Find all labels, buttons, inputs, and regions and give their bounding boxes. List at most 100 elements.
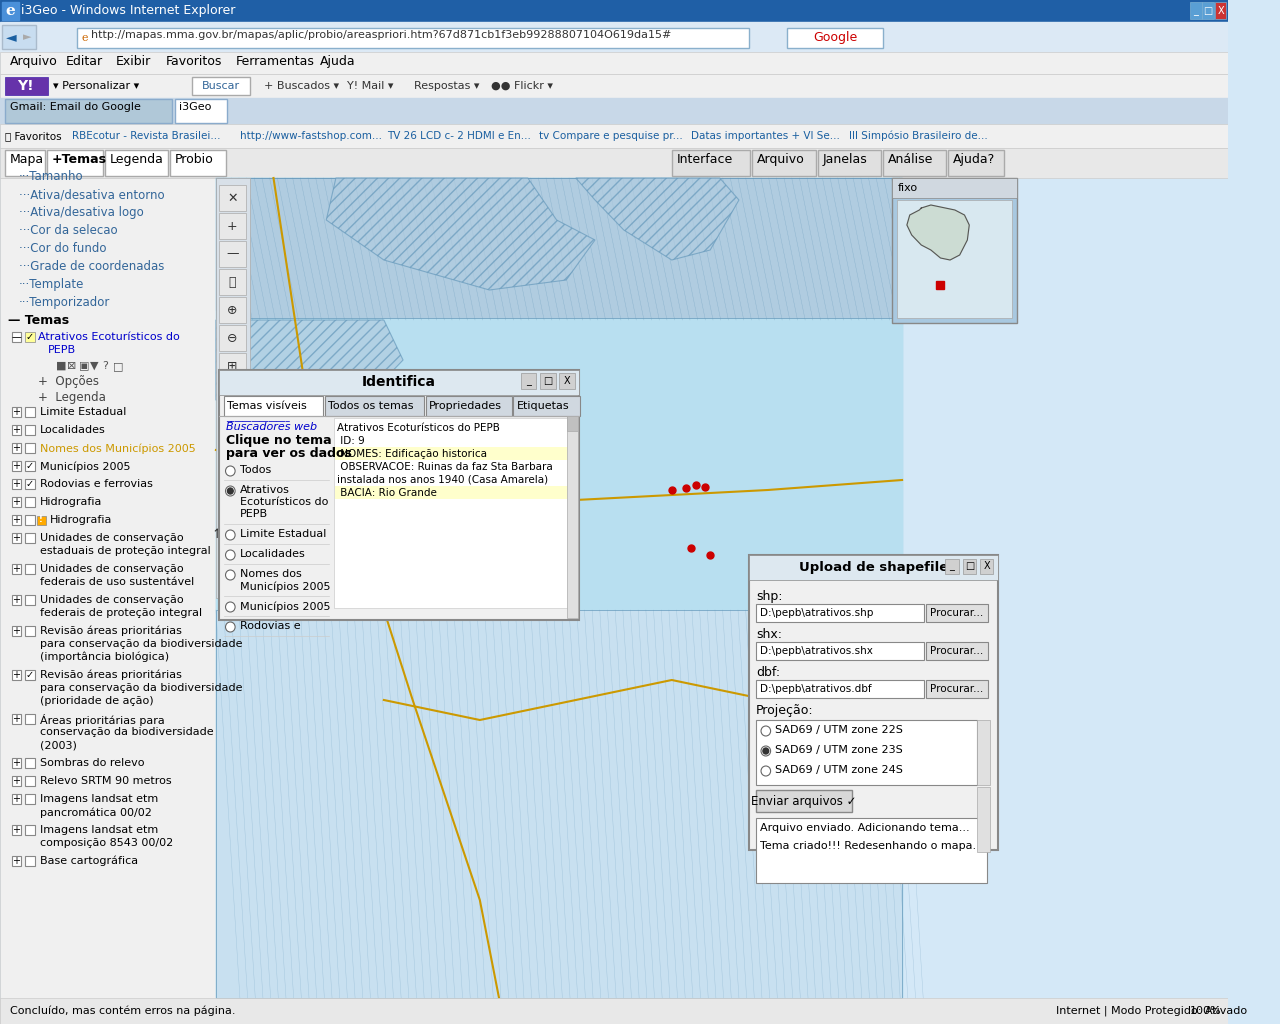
Text: i3Geo - Windows Internet Explorer: i3Geo - Windows Internet Explorer: [20, 4, 236, 17]
Text: ···Template: ···Template: [19, 278, 84, 291]
Bar: [892, 178, 1018, 323]
Text: +: +: [13, 856, 20, 866]
Bar: [24, 479, 35, 489]
Text: Hidrografia: Hidrografia: [50, 515, 113, 525]
Bar: [24, 564, 35, 574]
Text: shx:: shx:: [756, 628, 782, 641]
Text: +: +: [13, 443, 20, 453]
Bar: [12, 407, 20, 417]
Bar: [24, 443, 35, 453]
Bar: [219, 185, 246, 211]
Circle shape: [762, 726, 771, 736]
Bar: [219, 409, 246, 435]
Text: PEPB: PEPB: [239, 509, 268, 519]
Bar: [0, 998, 1229, 1024]
Bar: [12, 670, 20, 680]
Bar: [24, 776, 35, 786]
Bar: [0, 0, 1229, 22]
Polygon shape: [216, 178, 902, 310]
Bar: [756, 790, 852, 812]
Bar: [47, 150, 102, 176]
Text: Arquivo: Arquivo: [9, 55, 58, 68]
Text: Municípios 2005: Municípios 2005: [40, 461, 131, 471]
Bar: [216, 178, 902, 318]
Text: 🔍: 🔍: [229, 443, 236, 457]
Bar: [1, 25, 36, 49]
Bar: [749, 555, 998, 850]
Bar: [24, 595, 35, 605]
Bar: [24, 332, 35, 342]
Text: e: e: [82, 33, 88, 43]
Bar: [12, 461, 20, 471]
Bar: [12, 515, 20, 525]
Text: Áreas prioritárias para: Áreas prioritárias para: [40, 714, 165, 726]
Bar: [787, 28, 883, 48]
Text: — Temas: — Temas: [8, 314, 69, 327]
Text: Procurar...: Procurar...: [931, 646, 983, 656]
Bar: [12, 714, 20, 724]
Bar: [24, 461, 35, 471]
Text: X: X: [564, 376, 571, 386]
Bar: [0, 178, 216, 1024]
Text: ✓: ✓: [26, 461, 33, 471]
Text: Projeção:: Projeção:: [756, 705, 814, 717]
Text: Imagens landsat etm: Imagens landsat etm: [40, 794, 159, 804]
Text: SAD69 / UTM zone 23S: SAD69 / UTM zone 23S: [776, 745, 904, 755]
Text: +: +: [13, 461, 20, 471]
Text: para conservação da biodiversidade: para conservação da biodiversidade: [40, 683, 243, 693]
Text: instalada nos anos 1940 (Casa Amarela): instalada nos anos 1940 (Casa Amarela): [337, 475, 548, 485]
Bar: [219, 381, 246, 407]
Bar: [105, 150, 168, 176]
Bar: [948, 150, 1004, 176]
Text: Relevo SRTM 90 metros: Relevo SRTM 90 metros: [40, 776, 172, 786]
Bar: [883, 150, 946, 176]
Text: ●● Flickr ▾: ●● Flickr ▾: [492, 81, 553, 91]
Bar: [1215, 2, 1226, 19]
Bar: [1190, 2, 1202, 19]
Text: conservação da biodiversidade: conservação da biodiversidade: [40, 727, 214, 737]
Bar: [219, 465, 246, 490]
Text: ⟳: ⟳: [227, 500, 238, 512]
Text: Respostas ▾: Respostas ▾: [413, 81, 479, 91]
Bar: [756, 680, 924, 698]
Bar: [425, 396, 512, 416]
Bar: [963, 559, 975, 574]
Text: Enviar arquivos ✓: Enviar arquivos ✓: [751, 795, 856, 808]
Text: tv Compare e pesquise pr...: tv Compare e pesquise pr...: [539, 131, 684, 141]
Bar: [219, 241, 246, 267]
Text: Procurar...: Procurar...: [931, 608, 983, 618]
Text: ✓: ✓: [26, 332, 33, 342]
Text: +: +: [13, 670, 20, 680]
Bar: [540, 373, 556, 389]
Text: Clique no tema: Clique no tema: [227, 434, 332, 447]
Text: ⊟: ⊟: [227, 387, 238, 400]
Bar: [219, 269, 246, 295]
Bar: [216, 178, 902, 998]
Text: ···Temporizador: ···Temporizador: [19, 296, 110, 309]
Bar: [559, 373, 575, 389]
Text: Concluído, mas contém erros na página.: Concluído, mas contém erros na página.: [9, 1006, 236, 1016]
Bar: [219, 297, 246, 323]
Bar: [24, 856, 35, 866]
Bar: [24, 497, 35, 507]
Text: _: _: [1193, 6, 1198, 16]
Bar: [945, 559, 959, 574]
Text: ✓: ✓: [26, 479, 33, 489]
Bar: [979, 559, 993, 574]
Text: Municípios 2005: Municípios 2005: [239, 581, 330, 592]
Text: RBEcotur - Revista Brasilei...: RBEcotur - Revista Brasilei...: [73, 131, 221, 141]
Bar: [24, 714, 35, 724]
Bar: [24, 534, 35, 543]
Text: ✕: ✕: [227, 191, 238, 205]
Circle shape: [225, 622, 236, 632]
Bar: [756, 604, 924, 622]
Circle shape: [228, 488, 233, 494]
Text: Legenda: Legenda: [109, 153, 164, 166]
Bar: [756, 720, 977, 785]
Bar: [0, 124, 1229, 148]
Text: +Temas: +Temas: [51, 153, 106, 166]
Text: □: □: [543, 376, 553, 386]
Bar: [12, 856, 20, 866]
Text: Hidrografia: Hidrografia: [40, 497, 102, 507]
Bar: [925, 680, 988, 698]
